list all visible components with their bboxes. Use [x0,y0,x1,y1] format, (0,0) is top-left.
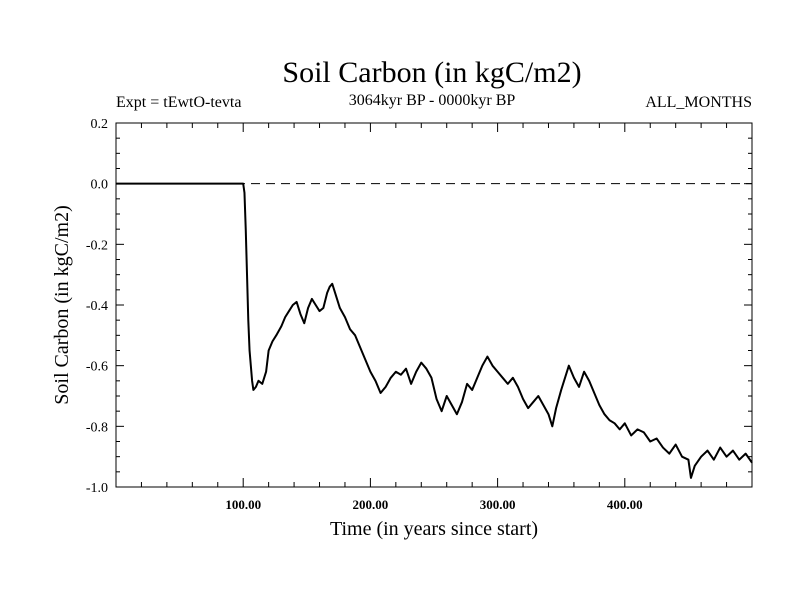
x-tick-label: 200.00 [353,497,389,512]
x-axis-tick-labels: 100.00 200.00 300.00 400.00 [225,497,642,512]
x-axis-ticks [140,123,728,487]
y-tick-label: -0.6 [86,360,108,375]
y-tick-label: -0.8 [86,420,108,435]
period-label: 3064kyr BP - 0000kyr BP [349,92,516,109]
y-tick-label: 0.2 [91,117,109,132]
season-label: ALL_MONTHS [645,94,752,111]
chart-title: Soil Carbon (in kgC/m2) [282,56,581,89]
experiment-label: Expt = tEwtO-tevta [116,94,241,111]
x-tick-label: 400.00 [607,497,643,512]
soil-carbon-series-line [116,182,753,479]
x-tick-label: 300.00 [480,497,516,512]
x-tick-label: 100.00 [225,497,261,512]
series-layer [116,182,753,479]
y-axis-label: Soil Carbon (in kgC/m2) [51,205,73,404]
plot-area-frame [115,122,753,488]
x-axis-label: Time (in years since start) [330,518,538,540]
y-axis-ticks [116,122,752,488]
y-tick-label: -0.2 [86,238,108,253]
y-tick-label: -1.0 [86,481,108,496]
y-tick-label: 0.0 [91,178,109,193]
y-tick-label: -0.4 [86,299,108,314]
y-axis-tick-labels: 0.2 0.0 -0.2 -0.4 -0.6 -0.8 -1.0 [86,117,108,496]
